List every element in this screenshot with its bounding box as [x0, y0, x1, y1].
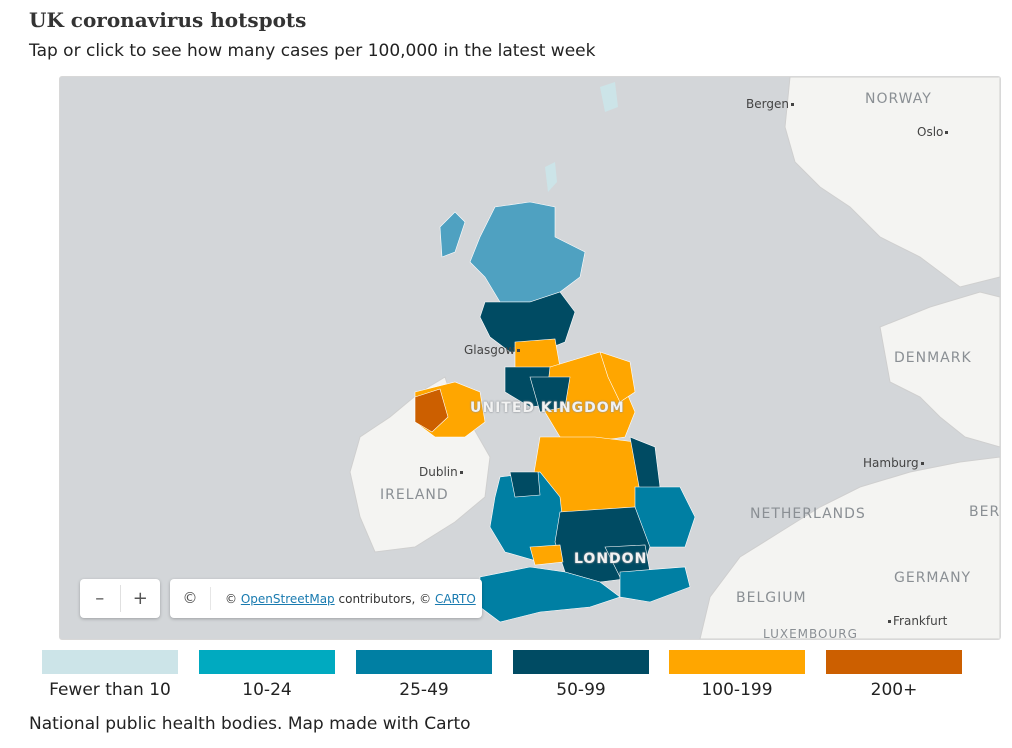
- legend-swatch-25-49: [356, 650, 492, 674]
- legend-swatch-50-99: [513, 650, 649, 674]
- city-oslo: Oslo: [917, 125, 950, 139]
- country-luxembourg: LUXEMBOURG: [763, 627, 858, 640]
- city-frankfurt-label: Frankfurt: [893, 614, 948, 628]
- country-united-kingdom: UNITED KINGDOM: [470, 400, 625, 416]
- country-ber: BER: [969, 504, 1001, 520]
- region-south-west: [479, 566, 621, 623]
- region-scotland-islands: [439, 211, 466, 258]
- city-glasgow: Glasgow: [464, 343, 522, 357]
- country-norway: NORWAY: [865, 91, 932, 107]
- legend-swatch-fewer-than-10: [42, 650, 178, 674]
- city-dot-icon: [517, 349, 521, 352]
- map-canvas[interactable]: [60, 77, 1000, 639]
- region-north-east: [599, 351, 636, 403]
- city-frankfurt: Frankfurt: [886, 614, 947, 628]
- city-dot-icon: [888, 620, 891, 623]
- zoom-control: – +: [80, 579, 160, 618]
- city-dot-icon: [459, 471, 463, 474]
- city-oslo-label: Oslo: [917, 125, 944, 139]
- map-attribution: © © OpenStreetMap contributors, © CARTO: [170, 579, 482, 618]
- attribution-info-icon[interactable]: ©: [170, 587, 211, 610]
- city-london: LONDON: [574, 551, 648, 567]
- source-note: National public health bodies. Map made …: [29, 714, 471, 734]
- zoom-divider: [119, 585, 121, 612]
- city-glasgow-label: Glasgow: [464, 343, 516, 357]
- zoom-in-button[interactable]: +: [132, 588, 148, 609]
- attribution-middle: contributors, ©: [338, 591, 432, 606]
- region-bristol-hotspot: [529, 544, 564, 566]
- country-denmark: DENMARK: [894, 350, 972, 366]
- land-denmark: [879, 291, 1000, 448]
- legend-label-10-24: 10-24: [242, 680, 292, 700]
- city-dot-icon: [790, 103, 794, 106]
- city-hamburg: Hamburg: [863, 456, 926, 470]
- page-subtitle: Tap or click to see how many cases per 1…: [29, 41, 596, 61]
- legend-label-fewer-than-10: Fewer than 10: [49, 680, 171, 700]
- attribution-prefix: ©: [225, 591, 237, 606]
- country-belgium: BELGIUM: [736, 590, 807, 606]
- map-panel[interactable]: Bergen NORWAY Oslo Glasgow DENMARK UNITE…: [59, 76, 1001, 640]
- legend-label-25-49: 25-49: [399, 680, 449, 700]
- country-netherlands: NETHERLANDS: [750, 506, 866, 522]
- attribution-text: © OpenStreetMap contributors, © CARTO: [211, 592, 476, 606]
- city-dublin: Dublin: [419, 465, 465, 479]
- land-norway: [784, 77, 1000, 288]
- region-wales-north: [509, 471, 541, 498]
- city-dot-icon: [920, 462, 924, 465]
- page-title: UK coronavirus hotspots: [29, 8, 307, 32]
- openstreetmap-link[interactable]: OpenStreetMap: [240, 591, 335, 606]
- city-hamburg-label: Hamburg: [863, 456, 919, 470]
- city-dot-icon: [945, 131, 949, 134]
- legend-label-50-99: 50-99: [556, 680, 606, 700]
- region-cumbria: [529, 376, 571, 413]
- land-continent: [699, 456, 1000, 639]
- legend-label-200-plus: 200+: [870, 680, 918, 700]
- zoom-out-button[interactable]: –: [95, 588, 105, 609]
- city-bergen-label: Bergen: [746, 97, 789, 111]
- region-scotland-north: [469, 201, 586, 303]
- region-south-east: [619, 566, 691, 603]
- legend-label-100-199: 100-199: [701, 680, 773, 700]
- country-ireland: IRELAND: [380, 487, 449, 503]
- region-shetland: [545, 162, 557, 192]
- region-shetland-2: [600, 82, 618, 112]
- region-ni-200: [414, 388, 449, 433]
- country-germany: GERMANY: [894, 570, 972, 586]
- carto-link[interactable]: CARTO: [434, 591, 476, 606]
- city-dublin-label: Dublin: [419, 465, 458, 479]
- legend-swatch-200-plus: [826, 650, 962, 674]
- legend-swatch-10-24: [199, 650, 335, 674]
- legend-swatch-100-199: [669, 650, 805, 674]
- city-bergen: Bergen: [746, 97, 796, 111]
